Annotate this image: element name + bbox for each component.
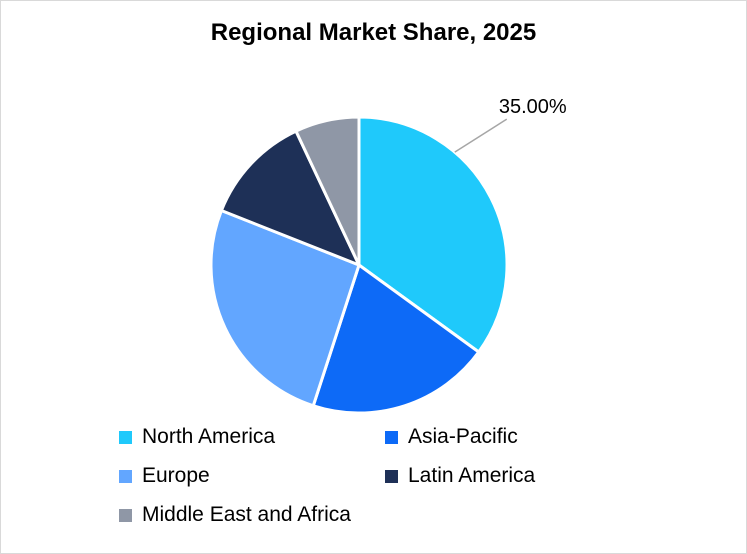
legend-swatch xyxy=(119,430,132,444)
pie-slice-asia-pacific xyxy=(311,263,481,415)
pie-chart: 35.00% xyxy=(209,96,567,415)
data-label-leader-line xyxy=(454,118,508,153)
legend-label: Asia-Pacific xyxy=(408,425,518,448)
pie-slice-north-america xyxy=(357,115,509,354)
legend-swatch xyxy=(119,508,132,522)
pie-data-labels: 35.00% xyxy=(454,96,567,153)
legend-label: North America xyxy=(142,425,276,448)
legend-swatch xyxy=(385,469,398,483)
legend-item-europe: Europe xyxy=(119,464,210,488)
legend-item-asia-pacific: Asia-Pacific xyxy=(385,425,518,449)
legend-swatch xyxy=(385,430,398,444)
data-label-north-america: 35.00% xyxy=(499,96,567,118)
pie-slice-middle-east-and-africa xyxy=(294,115,361,267)
legend-swatch xyxy=(119,469,132,483)
pie-slice-latin-america xyxy=(219,129,361,267)
legend-item-middle-east-and-africa: Middle East and Africa xyxy=(119,503,351,527)
legend-label: Middle East and Africa xyxy=(142,503,351,526)
legend-label: Latin America xyxy=(408,464,536,487)
chart-title: Regional Market Share, 2025 xyxy=(210,19,537,46)
legend-item-latin-america: Latin America xyxy=(385,464,535,488)
legend-item-north-america: North America xyxy=(119,425,275,449)
pie-slice-europe xyxy=(209,209,361,408)
pie-slices xyxy=(209,115,509,415)
legend-label: Europe xyxy=(142,464,210,487)
